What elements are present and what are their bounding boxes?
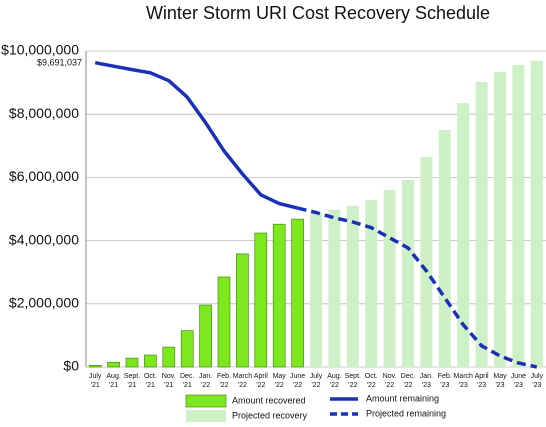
- x-tick-label: Feb. '23: [438, 373, 452, 389]
- annotation: $9,691,037: [37, 57, 82, 67]
- legend-swatch: [185, 394, 227, 408]
- x-tick-label: Jan. '22: [199, 373, 212, 389]
- x-tick-label: July '23: [531, 373, 544, 389]
- bar: [365, 200, 378, 367]
- bar: [310, 213, 322, 367]
- bar: [236, 253, 249, 368]
- x-tick-label: March '23: [453, 373, 473, 389]
- bar: [125, 357, 139, 368]
- legend-label: Amount remaining: [366, 393, 439, 403]
- bar: [438, 130, 451, 367]
- bar: [107, 361, 120, 368]
- bar: [144, 354, 157, 368]
- x-tick-label: June '22: [290, 373, 305, 389]
- bar: [512, 64, 525, 368]
- y-tick-label: $0: [63, 358, 79, 374]
- x-tick-label: Sept. '21: [124, 373, 140, 389]
- bar: [272, 223, 286, 368]
- bar: [199, 304, 212, 368]
- y-tick-label: $4,000,000: [9, 231, 79, 247]
- x-tick-label: Sept. '22: [345, 373, 361, 389]
- x-tick-label: Dec. '21: [180, 373, 194, 389]
- x-tick-label: Dec. '22: [401, 373, 415, 389]
- legend-swatch: [186, 410, 226, 422]
- legend-label: Amount recovered: [232, 395, 306, 405]
- bar: [475, 81, 488, 367]
- bar: [291, 218, 304, 368]
- bar: [420, 156, 433, 367]
- y-tick-label: $10,000,000: [1, 42, 79, 58]
- line: [297, 206, 538, 369]
- x-tick-label: Nov. '22: [383, 373, 397, 389]
- x-tick-label: Aug. '22: [327, 373, 341, 389]
- bar: [88, 365, 102, 368]
- bar: [217, 276, 231, 368]
- line: [94, 60, 299, 210]
- bar: [457, 103, 470, 367]
- x-tick-label: Aug. '21: [106, 373, 120, 389]
- x-tick-label: March '22: [233, 373, 253, 389]
- bar: [328, 209, 341, 367]
- x-tick-label: Jan. '23: [420, 373, 433, 389]
- x-tick-label: July '22: [310, 373, 323, 389]
- bar: [402, 179, 414, 367]
- x-tick-label: Nov. '21: [162, 373, 176, 389]
- bar: [530, 60, 543, 368]
- x-tick-label: Oct. '22: [365, 373, 378, 389]
- legend-label: Projected remaining: [366, 408, 446, 418]
- y-tick-label: $8,000,000: [9, 105, 79, 121]
- bar: [180, 330, 194, 368]
- bar: [162, 346, 176, 368]
- x-tick-label: April '22: [254, 373, 268, 389]
- bar: [494, 71, 506, 367]
- legend-label: Projected recovery: [232, 410, 308, 420]
- bar: [346, 205, 359, 367]
- y-tick-label: $6,000,000: [9, 168, 79, 184]
- y-tick-label: $2,000,000: [9, 295, 79, 311]
- x-tick-label: May '23: [493, 373, 507, 389]
- x-tick-label: May '22: [273, 373, 287, 389]
- chart-title: Winter Storm URI Cost Recovery Schedule: [146, 3, 490, 23]
- bar: [254, 232, 268, 368]
- bar: [383, 190, 396, 367]
- x-tick-label: July '21: [89, 373, 102, 389]
- x-tick-label: Feb. '22: [217, 373, 231, 389]
- x-tick-label: June '23: [511, 373, 526, 389]
- x-tick-label: April '23: [475, 373, 489, 389]
- x-tick-label: Oct. '21: [144, 373, 157, 389]
